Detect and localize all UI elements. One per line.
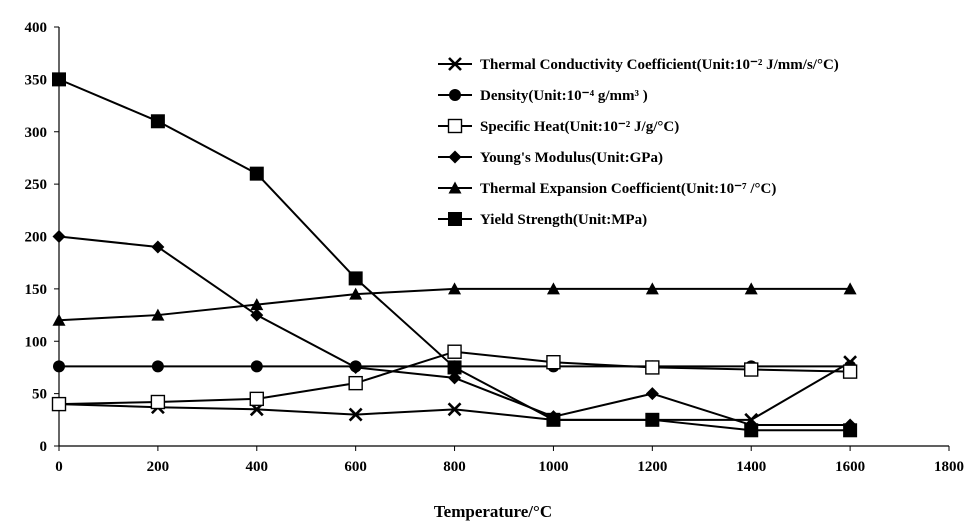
data-point — [151, 308, 165, 321]
legend-entry: Thermal Conductivity Coefficient(Unit:10… — [438, 57, 839, 73]
y-tick-label: 350 — [25, 72, 48, 88]
legend: Thermal Conductivity Coefficient(Unit:10… — [438, 57, 839, 228]
legend-marker — [447, 118, 463, 134]
data-point — [645, 387, 659, 401]
data-point — [150, 394, 166, 410]
data-point — [53, 360, 65, 373]
data-point — [447, 360, 462, 375]
data-point — [349, 360, 363, 374]
data-point — [52, 72, 66, 87]
data-point — [349, 287, 363, 300]
x-tick-label: 0 — [55, 459, 63, 475]
data-point — [348, 375, 363, 391]
data-point — [52, 230, 66, 243]
x-tick-label: 200 — [147, 459, 170, 475]
data-point — [843, 423, 858, 438]
data-point — [546, 355, 561, 370]
data-point — [744, 282, 758, 295]
data-point — [546, 282, 560, 295]
data-point — [744, 423, 759, 438]
data-point — [250, 308, 264, 322]
x-tick-label: 1800 — [934, 459, 964, 475]
legend-label: Thermal Expansion Coefficient(Unit:10⁻⁷ … — [480, 181, 776, 197]
legend-entry: Density(Unit:10⁻⁴ g/mm³ ) — [438, 88, 648, 104]
data-point — [250, 298, 264, 311]
x-axis-label: Temperature/°C — [434, 502, 552, 521]
data-point — [150, 114, 165, 129]
data-point — [249, 391, 264, 407]
series-5 — [52, 282, 857, 326]
x-tick-label: 1400 — [736, 459, 766, 475]
x-tick-label: 1000 — [538, 459, 568, 475]
legend-marker — [449, 89, 461, 101]
legend-marker — [448, 181, 462, 194]
data-point — [645, 360, 660, 375]
legend-entry: Thermal Expansion Coefficient(Unit:10⁻⁷ … — [438, 181, 776, 197]
y-tick-label: 200 — [25, 230, 48, 246]
series-3 — [51, 344, 858, 412]
y-tick-label: 300 — [25, 125, 48, 141]
data-point — [843, 282, 857, 295]
y-tick-label: 100 — [25, 334, 48, 350]
data-point — [348, 407, 363, 422]
series-line — [58, 235, 851, 427]
y-tick-label: 50 — [32, 387, 47, 403]
legend-entry: Specific Heat(Unit:10⁻² J/g/°C) — [438, 118, 679, 135]
x-tick-label: 400 — [246, 459, 269, 475]
legend-marker — [448, 57, 462, 71]
data-point — [645, 282, 659, 295]
y-tick-label: 250 — [25, 177, 48, 193]
data-point — [842, 364, 858, 379]
x-tick-label: 800 — [443, 459, 466, 475]
data-point — [546, 412, 561, 427]
data-point — [744, 362, 759, 377]
data-point — [645, 412, 660, 427]
data-point — [448, 371, 462, 385]
x-tick-label: 1200 — [637, 459, 667, 475]
y-tick-label: 150 — [25, 282, 48, 298]
axes: 0 50 100 150 200 250 300 350 400 0 200 400 600 800 100… — [25, 20, 965, 475]
legend-label: Young's Modulus(Unit:GPa) — [480, 150, 663, 166]
x-tick-label: 1600 — [835, 459, 865, 475]
data-point — [151, 240, 165, 254]
legend-label: Density(Unit:10⁻⁴ g/mm³ ) — [480, 88, 648, 104]
legend-label: Specific Heat(Unit:10⁻² J/g/°C) — [480, 119, 679, 135]
x-tick-label: 600 — [344, 459, 367, 475]
data-point — [151, 360, 164, 373]
data-point — [447, 344, 462, 359]
legend-entry: Yield Strength(Unit:MPa) — [438, 212, 647, 228]
data-point — [348, 271, 363, 286]
data-point — [250, 360, 263, 373]
legend-marker — [448, 150, 462, 164]
data-point — [51, 396, 67, 412]
data-point — [52, 313, 66, 326]
data-point — [249, 166, 264, 181]
legend-label: Yield Strength(Unit:MPa) — [480, 212, 647, 228]
data-point — [448, 282, 462, 295]
series-layer — [51, 72, 858, 438]
y-tick-label: 400 — [25, 20, 48, 36]
data-point — [447, 402, 462, 417]
series-6 — [52, 72, 858, 438]
legend-label: Thermal Conductivity Coefficient(Unit:10… — [480, 57, 839, 73]
legend-marker — [448, 212, 462, 226]
legend-entry: Young's Modulus(Unit:GPa) — [438, 150, 663, 166]
y-tick-label: 0 — [40, 439, 48, 455]
